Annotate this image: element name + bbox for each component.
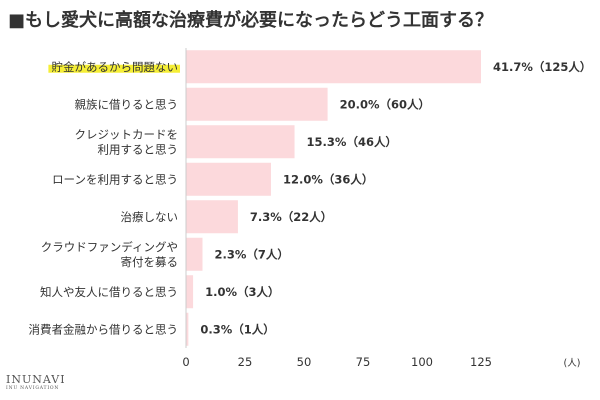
highlight-marker <box>48 64 181 73</box>
category-label-6: 知人や友人に借りると思う <box>40 285 178 299</box>
value-label-1: 20.0%（60人） <box>340 97 430 111</box>
category-label-1: 親族に借りると思う <box>75 97 179 111</box>
value-label-6: 1.0%（3人） <box>205 285 279 299</box>
bar-4 <box>186 200 238 234</box>
bar-1 <box>186 87 328 121</box>
inunavi-logo: INUNAVI INU NAVIGATION <box>6 374 66 392</box>
bar-3 <box>186 162 271 196</box>
x-tick-label-1: 25 <box>238 355 253 369</box>
bar-2 <box>186 125 295 159</box>
bar-6 <box>186 275 194 309</box>
bar-7 <box>186 312 189 346</box>
x-unit-label: (人) <box>564 358 581 369</box>
value-label-4: 7.3%（22人） <box>250 210 332 224</box>
value-label-0: 41.7%（125人） <box>493 60 591 74</box>
value-label-7: 0.3%（1人） <box>200 322 274 336</box>
logo-text: INUNAVI <box>6 373 66 386</box>
logo-subtext: INU NAVIGATION <box>6 386 60 391</box>
value-label-5: 2.3%（7人） <box>215 247 289 261</box>
category-label-0: 貯金があるから問題ない <box>52 60 179 74</box>
value-label-3: 12.0%（36人） <box>283 172 373 186</box>
x-tick-label-5: 125 <box>470 355 492 369</box>
x-tick-label-3: 75 <box>356 355 371 369</box>
x-tick-label-2: 50 <box>297 355 312 369</box>
x-tick-label-4: 100 <box>411 355 433 369</box>
category-label-4: 治療しない <box>121 210 179 224</box>
bar-5 <box>186 237 203 271</box>
value-label-2: 15.3%（46人） <box>307 135 397 149</box>
category-label-2: クレジットカードを利用すると思う <box>75 127 179 156</box>
category-label-5: クラウドファンディングや寄付を募る <box>41 240 178 269</box>
category-label-3: ローンを利用すると思う <box>52 172 178 186</box>
x-tick-label-0: 0 <box>182 355 189 369</box>
bar-0 <box>186 50 481 84</box>
chart-title: ■もし愛犬に高額な治療費が必要になったらどう工面する？ <box>8 10 494 31</box>
category-label-7: 消費者金融から借りると思う <box>29 322 179 336</box>
